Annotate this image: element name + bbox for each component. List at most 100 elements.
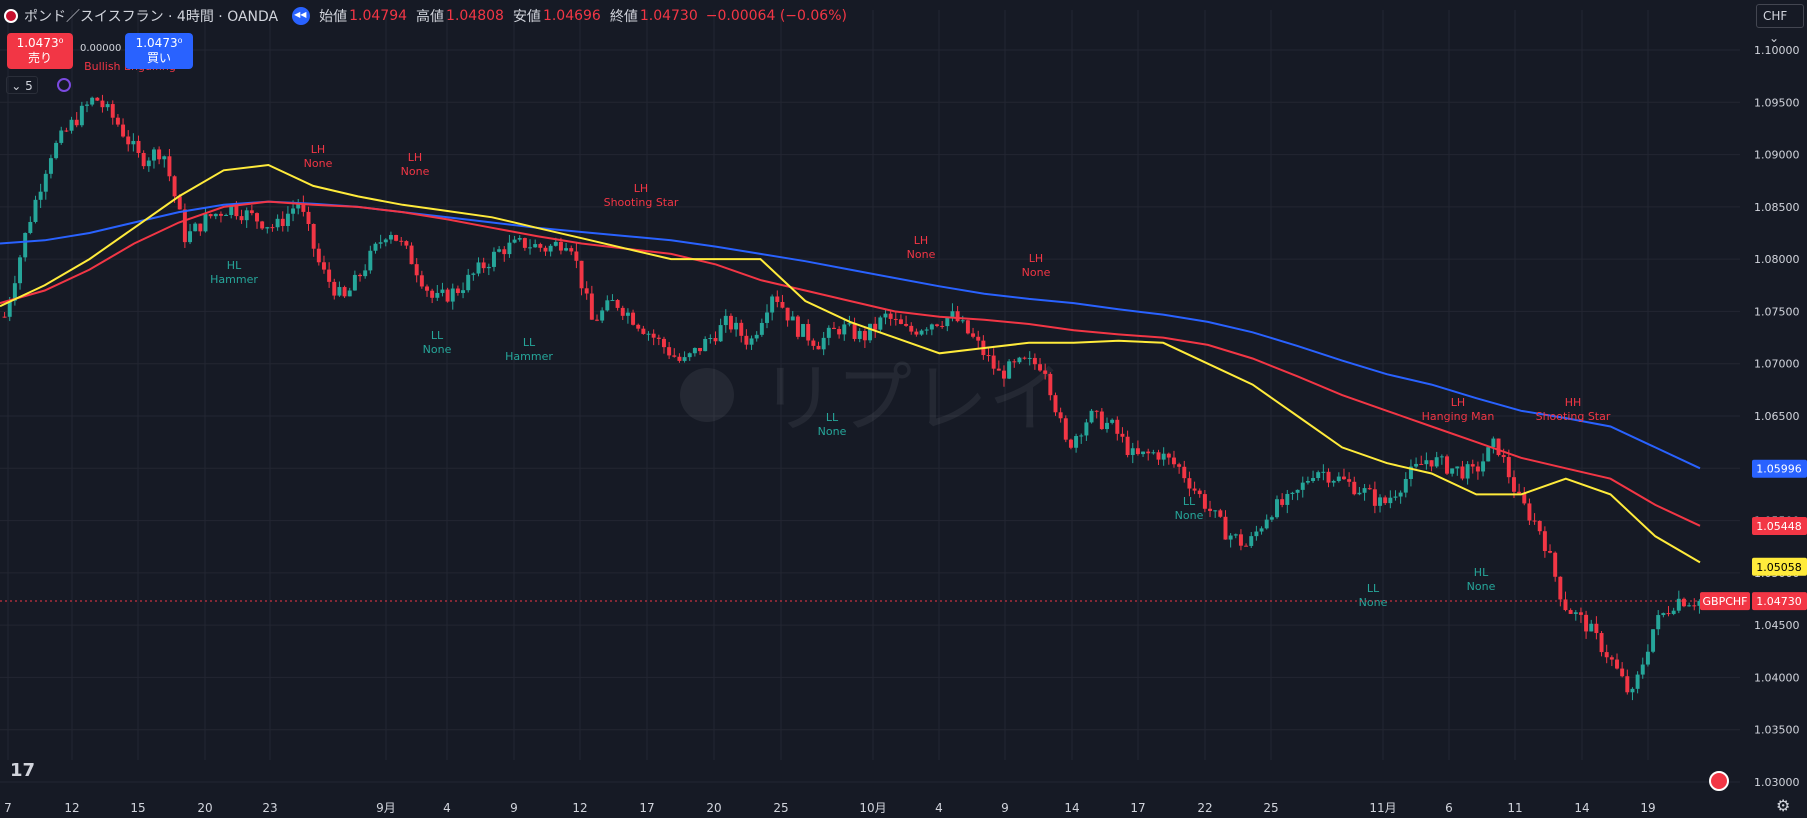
candle-body	[1661, 613, 1666, 616]
candle-body	[1105, 422, 1109, 430]
chevron-down-icon: ⌄	[11, 79, 22, 93]
pattern-label: LL	[826, 411, 839, 424]
currency-selector[interactable]: CHF ⌄	[1756, 4, 1804, 45]
candle-body	[631, 312, 636, 325]
symbol-header: ポンド／スイスフラン · 4時間 · OANDA 始値1.04794 高値1.0…	[4, 4, 847, 28]
candle-body	[1439, 456, 1444, 458]
candle-body	[888, 313, 893, 319]
candle-body	[1151, 452, 1156, 454]
candle-body	[1311, 478, 1316, 481]
sell-button[interactable]: 1.0473⁰ 売り	[7, 33, 73, 69]
candle-body	[1398, 492, 1403, 497]
candle-body	[476, 262, 481, 274]
candle-body	[1537, 520, 1542, 532]
candle-body	[713, 338, 718, 342]
price-tick-label: 1.06500	[1754, 410, 1800, 423]
candle-body	[54, 142, 59, 159]
candle-body	[1228, 535, 1233, 540]
candle-body	[342, 287, 347, 297]
candle-body	[1001, 370, 1006, 379]
buy-button[interactable]: 1.0473⁰ 買い	[125, 33, 193, 69]
candle-body	[352, 274, 357, 291]
candle-body	[1408, 466, 1413, 479]
candle-body	[1357, 492, 1362, 495]
candle-body	[656, 337, 661, 339]
pattern-label: Hammer	[505, 350, 553, 363]
high-value: 1.04808	[446, 8, 504, 24]
price-badge	[1752, 557, 1807, 576]
candle-body	[991, 355, 996, 369]
candle-body	[1264, 519, 1269, 529]
replay-icon[interactable]	[292, 7, 311, 25]
price-tick-label: 1.03000	[1754, 776, 1800, 789]
candle-body	[914, 331, 919, 335]
pattern-label: LL	[523, 336, 536, 349]
candle-body	[1053, 395, 1058, 413]
candle-body	[723, 315, 728, 326]
candle-body	[18, 257, 23, 284]
candle-body	[831, 327, 836, 330]
candle-body	[1213, 510, 1218, 512]
candle-body	[1043, 370, 1048, 374]
candle-body	[203, 214, 208, 232]
candle-body	[904, 323, 909, 326]
candle-body	[218, 213, 223, 216]
price-tick-label: 1.10000	[1754, 44, 1800, 57]
candle-body	[69, 119, 74, 131]
moving-average-lines	[0, 163, 1701, 564]
uk-flag-icon[interactable]	[1709, 771, 1729, 791]
pattern-label: None	[1359, 596, 1388, 609]
candle-body	[893, 318, 898, 320]
candle-body	[605, 300, 610, 311]
candle-body	[1202, 494, 1207, 509]
candle-body	[79, 105, 84, 126]
candle-body	[1233, 534, 1238, 536]
spread-value: 0.00000	[80, 43, 122, 54]
candle-body	[1568, 610, 1573, 614]
pattern-label: LL	[1367, 582, 1380, 595]
candle-body	[275, 218, 280, 228]
candle-body	[512, 239, 517, 243]
candle-body	[48, 158, 53, 174]
candle-body	[986, 355, 991, 357]
candle-body	[996, 368, 1001, 371]
candle-body	[1563, 599, 1568, 611]
gear-icon[interactable]: ⚙	[1776, 796, 1791, 815]
pattern-labels: Bullish EngulfingLHNoneLHNoneLHShooting …	[84, 60, 1611, 609]
candle-body	[1553, 552, 1558, 577]
indicator-collapse-button[interactable]: ⌄ 5	[6, 76, 38, 94]
candle-body	[1280, 499, 1285, 505]
pattern-label: LH	[914, 234, 928, 247]
candle-body	[1573, 612, 1578, 614]
candle-body	[1141, 451, 1146, 455]
open-value: 1.04794	[349, 8, 408, 24]
candle-body	[1671, 610, 1676, 614]
candle-body	[121, 124, 126, 137]
candle-body	[383, 239, 388, 243]
candle-body	[543, 247, 548, 252]
candle-body	[394, 234, 399, 241]
candle-body	[816, 345, 821, 350]
candle-body	[1620, 668, 1625, 677]
candle-body	[553, 241, 558, 246]
candle-body	[1558, 576, 1563, 600]
candle-body	[461, 290, 466, 293]
buy-label: 買い	[146, 51, 171, 65]
close-value: 1.04730	[639, 8, 698, 24]
candle-body	[1455, 466, 1460, 469]
candle-body	[852, 323, 857, 339]
candle-body	[718, 325, 723, 342]
candle-body	[301, 203, 306, 212]
candle-body	[883, 313, 888, 318]
candle-body	[229, 205, 234, 216]
candle-body	[620, 307, 625, 316]
price-axis-bg	[1740, 0, 1807, 818]
symbol-title[interactable]: ポンド／スイスフラン · 4時間 · OANDA	[24, 9, 279, 25]
candle-body	[373, 243, 378, 251]
tradingview-logo-icon[interactable]: 17	[10, 760, 36, 781]
time-tick-label: 14	[1064, 801, 1079, 815]
candle-body	[1630, 688, 1635, 693]
pattern-label: None	[907, 248, 936, 261]
candle-body	[1604, 652, 1609, 658]
